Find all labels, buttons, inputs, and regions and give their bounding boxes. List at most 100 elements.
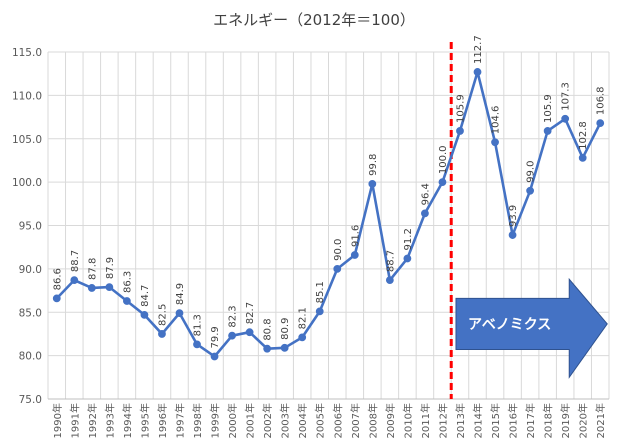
data-label: 105.9 (455, 94, 466, 123)
data-point (333, 264, 342, 273)
x-tick-label: 1999年 (209, 403, 222, 438)
data-label: 107.3 (561, 82, 572, 111)
x-tick-label: 1993年 (103, 403, 116, 438)
y-tick-label: 80.0 (19, 351, 42, 363)
x-tick-label: 1990年 (51, 403, 64, 438)
data-label: 84.9 (175, 283, 186, 305)
y-tick-label: 85.0 (19, 307, 42, 319)
x-tick-label: 2004年 (296, 403, 309, 438)
data-point (368, 179, 377, 188)
data-point (578, 153, 587, 162)
x-tick-label: 2021年 (594, 403, 607, 438)
data-label: 86.6 (52, 268, 63, 290)
data-point (315, 307, 324, 316)
data-point (193, 340, 201, 349)
x-tick-label: 1994年 (121, 403, 134, 438)
y-tick-label: 95.0 (19, 221, 42, 233)
annotation-layer: アベノミクス (449, 42, 608, 399)
data-label: 79.9 (210, 326, 221, 348)
data-label: 90.0 (333, 239, 344, 261)
x-tick-label: 2003年 (279, 403, 292, 438)
data-point (473, 68, 482, 76)
data-label: 84.7 (140, 285, 151, 307)
data-point (543, 127, 552, 135)
x-tick-label: 1998年 (191, 403, 204, 438)
chart-title: エネルギー（2012年＝100） (213, 11, 415, 29)
x-tick-label: 1995年 (138, 403, 151, 438)
x-tick-label: 2008年 (366, 403, 379, 438)
data-point (280, 343, 289, 352)
data-label: 88.7 (70, 250, 81, 272)
x-tick-label: 2001年 (244, 403, 257, 438)
data-label: 82.7 (245, 302, 256, 324)
data-label: 80.8 (263, 318, 274, 340)
data-point (561, 114, 570, 123)
x-tick-label: 2002年 (261, 403, 274, 438)
x-tick-label: 1997年 (173, 403, 186, 438)
x-tick-label: 2006年 (331, 403, 344, 438)
grid-layer: 75.0 80.0 85.0 90.0 95.0 100.0 105.0 110.0 115.0… (12, 47, 610, 438)
data-point (596, 119, 605, 128)
x-tick-label: 2000年 (226, 403, 239, 438)
data-point (438, 178, 447, 187)
data-point (298, 333, 307, 342)
data-point (385, 276, 394, 285)
series-layer (52, 68, 605, 361)
x-tick-label: 2017年 (524, 403, 537, 438)
abenomics-arrow-label: アベノミクス (468, 317, 551, 333)
data-label: 82.3 (228, 305, 239, 327)
x-tick-label: 2018年 (542, 403, 555, 438)
data-label: 91.6 (350, 225, 361, 247)
data-label: 85.1 (315, 281, 326, 303)
data-point (175, 309, 184, 318)
data-label: 80.9 (280, 318, 291, 340)
data-point (403, 254, 412, 263)
y-tick-label: 90.0 (19, 264, 42, 276)
x-tick-label: 2011年 (419, 403, 432, 438)
data-label: 105.9 (543, 94, 554, 123)
data-point (140, 310, 149, 319)
data-point (526, 186, 535, 195)
data-label: 82.1 (298, 307, 309, 329)
x-tick-label: 2009年 (384, 403, 397, 438)
data-label: 88.7 (385, 250, 396, 272)
data-point (228, 331, 236, 340)
data-label: 93.9 (508, 205, 519, 227)
data-label: 99.0 (526, 161, 537, 183)
x-tick-label: 2013年 (454, 403, 467, 438)
x-tick-label: 1996年 (156, 403, 169, 438)
data-point (105, 283, 114, 291)
data-label: 102.8 (578, 121, 589, 150)
x-tick-label: 2010年 (401, 403, 414, 438)
y-tick-label: 105.0 (12, 134, 42, 146)
data-label: 99.8 (368, 154, 379, 176)
data-label: 112.7 (473, 35, 484, 64)
x-tick-label: 2012年 (436, 403, 449, 438)
y-tick-label: 110.0 (12, 90, 42, 102)
data-label: 81.3 (193, 314, 204, 336)
label-layer: 86.6 88.7 87.8 87.9 86.3 84.7 82.5 84.9 81.3 79.9… (52, 35, 606, 348)
data-point (70, 276, 79, 285)
x-tick-label: 1991年 (68, 403, 81, 438)
data-point (52, 294, 61, 303)
x-tick-label: 2016年 (507, 403, 520, 438)
x-tick-label: 2007年 (349, 403, 362, 438)
x-tick-label: 2005年 (314, 403, 327, 438)
data-point (122, 297, 131, 305)
data-label: 104.6 (491, 106, 502, 135)
data-label: 106.8 (596, 86, 607, 115)
x-tick-label: 2015年 (489, 403, 502, 438)
data-point (491, 138, 499, 147)
x-tick-label: 1992年 (86, 403, 99, 438)
data-point (210, 352, 219, 361)
data-point (263, 344, 272, 353)
series-line (55, 70, 602, 358)
data-point (421, 209, 429, 218)
data-point (87, 284, 96, 292)
data-point (508, 231, 517, 239)
data-label: 96.4 (420, 183, 431, 205)
data-point (456, 127, 464, 135)
data-point (245, 328, 254, 337)
